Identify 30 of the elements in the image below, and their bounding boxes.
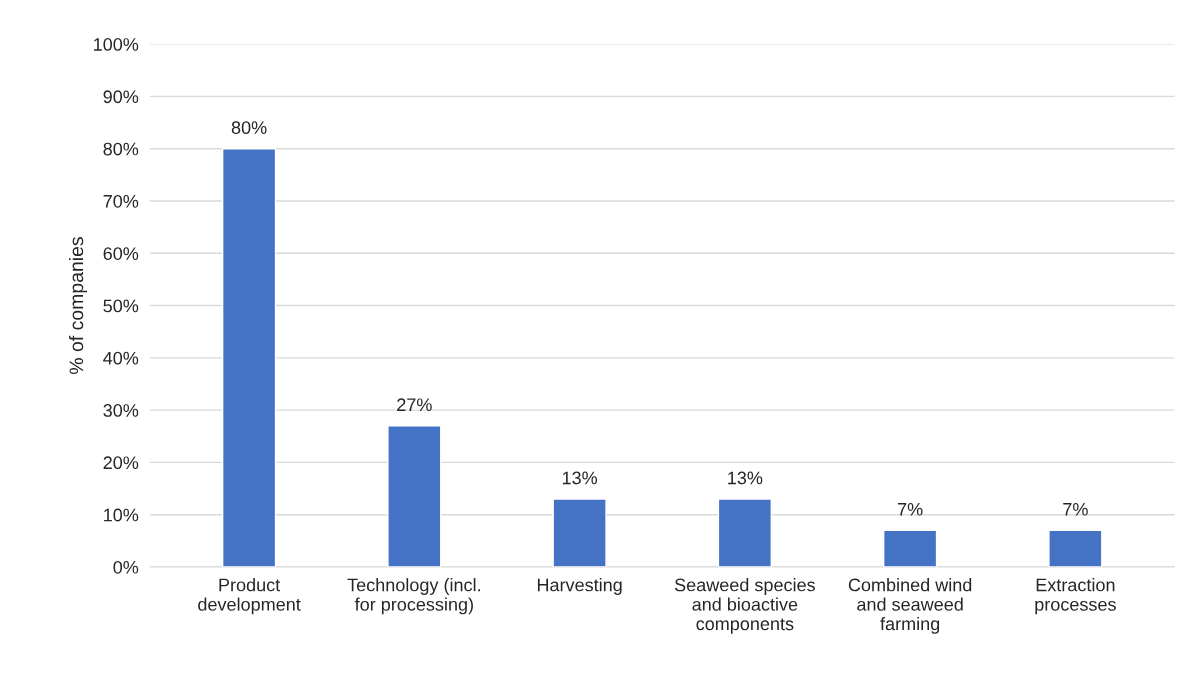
data-label: 80% bbox=[231, 121, 267, 135]
x-tick-label: Seaweed species and bioactive components bbox=[674, 578, 815, 634]
y-tick-label: 80% bbox=[103, 142, 139, 156]
y-tick-label: 90% bbox=[103, 90, 139, 104]
x-tick-label: Combined wind and seaweed farming bbox=[848, 578, 972, 634]
bar bbox=[1048, 529, 1103, 567]
data-label: 7% bbox=[1063, 502, 1088, 516]
x-tick-label: Harvesting bbox=[537, 578, 622, 595]
y-tick-label: 40% bbox=[103, 351, 139, 365]
data-label: 27% bbox=[397, 398, 432, 412]
y-tick-label: 0% bbox=[113, 560, 139, 574]
y-tick-label: 60% bbox=[103, 247, 139, 260]
y-tick-label: 20% bbox=[103, 456, 139, 470]
data-label: 13% bbox=[562, 471, 598, 485]
bar bbox=[221, 148, 277, 567]
y-tick-label: 70% bbox=[103, 194, 139, 208]
data-label: 13% bbox=[728, 471, 763, 485]
bar bbox=[882, 529, 938, 567]
y-tick-label: 100% bbox=[94, 38, 139, 51]
y-tick-label: 10% bbox=[104, 508, 139, 522]
y-tick-label: 30% bbox=[103, 404, 139, 417]
bar bbox=[552, 498, 607, 567]
bar bbox=[387, 425, 442, 567]
y-axis-title: % of companies bbox=[68, 237, 88, 375]
data-label: 7% bbox=[898, 502, 923, 516]
x-tick-label: Technology (incl. for processing) bbox=[347, 578, 480, 615]
bar bbox=[717, 498, 772, 567]
y-tick-label: 50% bbox=[103, 299, 139, 313]
x-tick-label: Extraction processes bbox=[1035, 578, 1116, 615]
x-tick-label: Product development bbox=[198, 578, 301, 615]
